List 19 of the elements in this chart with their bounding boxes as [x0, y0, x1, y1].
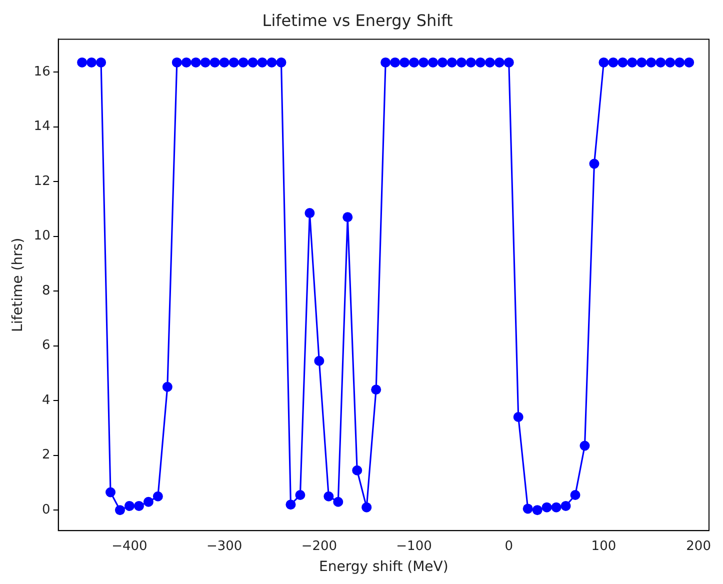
y-tick-label: 10: [34, 228, 50, 244]
chart-title: Lifetime vs Energy Shift: [262, 10, 453, 30]
x-axis-title: Energy shift (MeV): [319, 559, 448, 576]
x-tick-label: −200: [301, 538, 338, 554]
y-tick-label: 6: [42, 338, 50, 354]
x-tick-label: 200: [686, 538, 711, 554]
y-tick-label: 4: [42, 392, 50, 408]
y-tick-label: 8: [42, 283, 50, 298]
y-tick-label: 16: [34, 64, 50, 80]
y-tick-label: 12: [34, 174, 50, 189]
y-axis-title: Lifetime (hrs): [10, 238, 26, 332]
y-tick-label: 0: [42, 502, 50, 518]
x-tick-label: 0: [504, 538, 514, 554]
x-tick-label: −400: [112, 538, 148, 554]
x-tick-label: 100: [591, 538, 616, 554]
x-tick-label: −300: [206, 538, 242, 554]
y-tick-label: 2: [42, 448, 50, 463]
x-tick-label: −100: [396, 538, 432, 554]
y-tick-label: 14: [34, 119, 50, 134]
